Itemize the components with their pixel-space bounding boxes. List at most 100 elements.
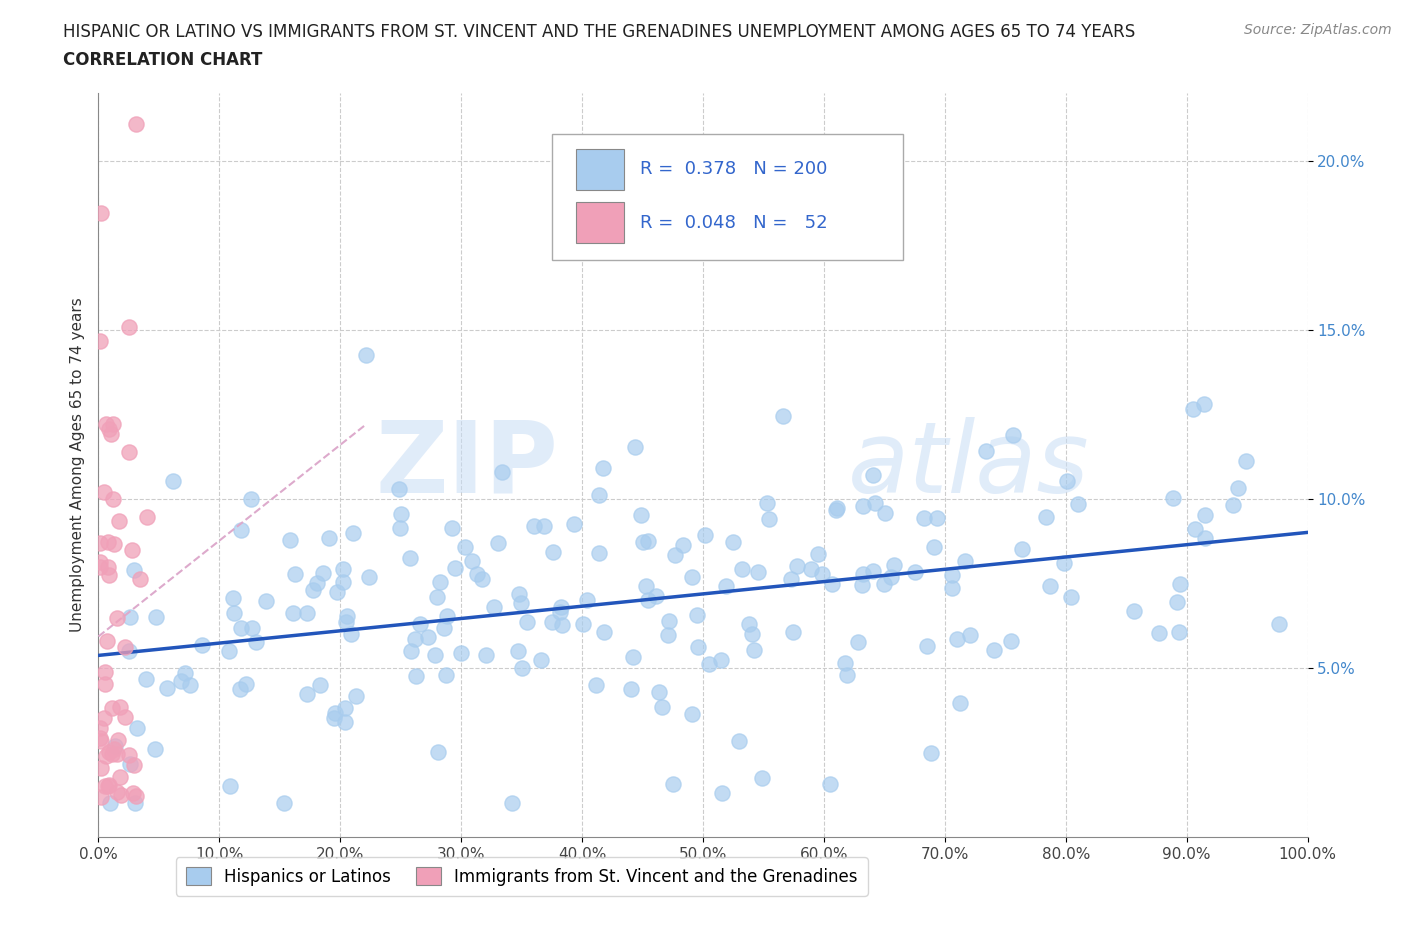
Point bbox=[741, 626, 763, 641]
Point bbox=[295, 687, 318, 702]
Point bbox=[818, 777, 841, 791]
Point bbox=[533, 518, 555, 533]
Point bbox=[648, 684, 671, 699]
Point bbox=[122, 786, 145, 801]
Point bbox=[218, 644, 240, 658]
Point bbox=[239, 491, 262, 506]
Point bbox=[593, 625, 616, 640]
Point bbox=[105, 785, 128, 800]
Point bbox=[883, 558, 905, 573]
Point bbox=[179, 677, 201, 692]
Point bbox=[879, 569, 901, 584]
Point bbox=[1147, 625, 1170, 640]
Point bbox=[405, 669, 427, 684]
Point bbox=[94, 778, 117, 793]
Point bbox=[100, 426, 122, 441]
Point bbox=[170, 673, 193, 688]
Point bbox=[509, 596, 531, 611]
Point bbox=[637, 592, 659, 607]
Point bbox=[107, 732, 129, 747]
Point bbox=[585, 677, 607, 692]
Point bbox=[658, 614, 681, 629]
Point bbox=[401, 644, 423, 658]
Point bbox=[516, 615, 538, 630]
Point bbox=[471, 572, 494, 587]
Text: R =  0.048   N =   52: R = 0.048 N = 52 bbox=[640, 214, 828, 232]
Point bbox=[105, 747, 128, 762]
Point bbox=[807, 547, 830, 562]
Point bbox=[173, 666, 195, 681]
Point bbox=[917, 638, 939, 653]
Point bbox=[825, 500, 848, 515]
Point bbox=[634, 578, 657, 593]
Text: HISPANIC OR LATINO VS IMMIGRANTS FROM ST. VINCENT AND THE GRENADINES UNEMPLOYMEN: HISPANIC OR LATINO VS IMMIGRANTS FROM ST… bbox=[63, 23, 1136, 41]
Point bbox=[681, 706, 703, 721]
Point bbox=[118, 320, 141, 335]
Point bbox=[89, 731, 111, 746]
Point bbox=[723, 535, 745, 550]
Point bbox=[97, 535, 120, 550]
Point bbox=[953, 554, 976, 569]
Point bbox=[335, 615, 357, 630]
Point bbox=[93, 711, 115, 725]
Point bbox=[624, 439, 647, 454]
Point bbox=[1194, 508, 1216, 523]
Point bbox=[426, 745, 449, 760]
Point bbox=[108, 770, 131, 785]
Point bbox=[800, 562, 823, 577]
Point bbox=[714, 578, 737, 593]
Point bbox=[1002, 428, 1025, 443]
Point bbox=[323, 705, 346, 720]
Point bbox=[1056, 473, 1078, 488]
Point bbox=[254, 593, 277, 608]
Point bbox=[122, 758, 145, 773]
Point bbox=[681, 570, 703, 585]
Point bbox=[863, 496, 886, 511]
Point bbox=[124, 796, 146, 811]
Point bbox=[135, 510, 157, 525]
Point bbox=[441, 521, 464, 536]
Point bbox=[340, 627, 363, 642]
Point bbox=[501, 796, 523, 811]
Point bbox=[592, 460, 614, 475]
Point bbox=[1000, 633, 1022, 648]
Point bbox=[772, 409, 794, 424]
Point bbox=[354, 347, 377, 362]
Point bbox=[143, 741, 166, 756]
Point bbox=[117, 748, 139, 763]
Point bbox=[949, 696, 972, 711]
Point bbox=[278, 533, 301, 548]
Point bbox=[101, 417, 124, 432]
Point bbox=[98, 567, 121, 582]
Point bbox=[1035, 510, 1057, 525]
Point bbox=[922, 539, 945, 554]
Point bbox=[548, 604, 571, 619]
Point bbox=[342, 525, 364, 540]
Point bbox=[1170, 577, 1192, 591]
Point bbox=[862, 468, 884, 483]
Point bbox=[1194, 530, 1216, 545]
Point bbox=[508, 586, 530, 601]
Point bbox=[323, 711, 346, 725]
Point bbox=[90, 206, 112, 220]
Text: Source: ZipAtlas.com: Source: ZipAtlas.com bbox=[1244, 23, 1392, 37]
Point bbox=[461, 553, 484, 568]
Point bbox=[637, 533, 659, 548]
Point bbox=[357, 569, 380, 584]
Point bbox=[523, 519, 546, 534]
Point bbox=[562, 516, 585, 531]
Point bbox=[852, 566, 875, 581]
Point bbox=[308, 677, 330, 692]
Point bbox=[93, 485, 115, 499]
Point bbox=[575, 592, 598, 607]
Point bbox=[318, 530, 340, 545]
Point bbox=[454, 539, 477, 554]
Point bbox=[661, 777, 683, 791]
Point bbox=[89, 721, 111, 736]
Point bbox=[672, 538, 695, 552]
Point bbox=[387, 481, 409, 496]
Point bbox=[108, 699, 131, 714]
Point bbox=[231, 620, 253, 635]
Point bbox=[852, 498, 875, 513]
Point bbox=[1194, 396, 1216, 411]
